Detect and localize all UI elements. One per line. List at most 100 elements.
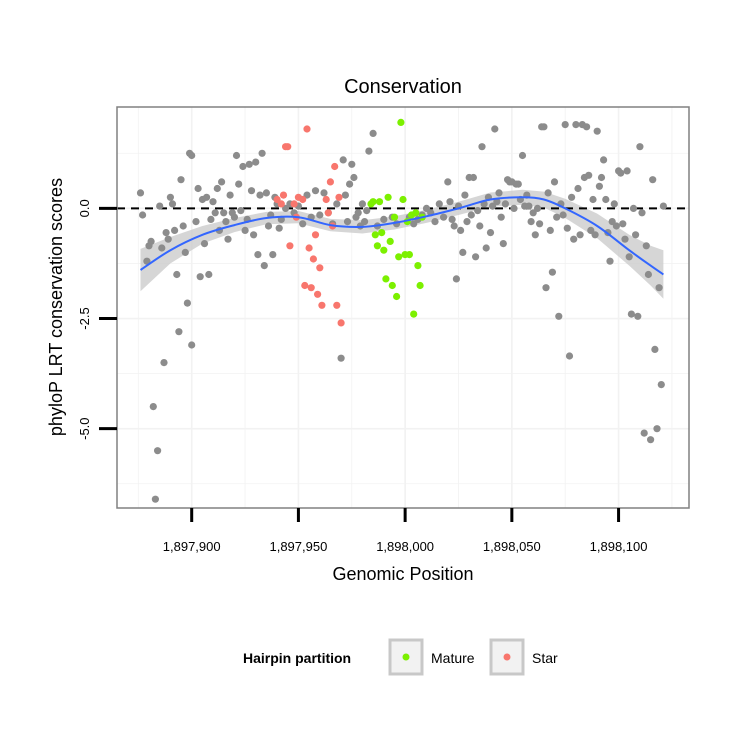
point-other <box>621 235 629 243</box>
point-other <box>574 184 582 193</box>
point-other <box>158 244 166 252</box>
point-star <box>303 125 311 133</box>
point-other <box>497 213 505 221</box>
point-other <box>467 211 475 219</box>
point-other <box>245 160 253 168</box>
point-other <box>536 220 544 228</box>
point-other <box>619 220 627 228</box>
chart-title: Conservation <box>344 76 462 98</box>
point-other <box>168 200 177 208</box>
legend-label-star: Star <box>532 650 558 666</box>
point-other <box>544 189 552 197</box>
point-other <box>600 156 608 164</box>
point-other <box>369 129 377 137</box>
point-other <box>448 215 456 223</box>
x-tick-label: 1,897,900 <box>163 539 221 554</box>
point-other <box>623 167 631 175</box>
point-star <box>314 290 322 298</box>
point-other <box>638 209 646 217</box>
point-mature <box>399 195 407 204</box>
point-other <box>559 211 567 219</box>
point-other <box>472 253 480 261</box>
point-other <box>226 191 234 199</box>
point-other <box>211 209 219 217</box>
point-other <box>617 169 625 177</box>
point-other <box>474 207 482 215</box>
x-tick-label: 1,898,100 <box>590 539 648 554</box>
point-other <box>339 156 347 164</box>
point-other <box>177 176 185 184</box>
point-other <box>550 178 559 186</box>
point-other <box>606 257 614 265</box>
point-other <box>593 127 601 135</box>
point-other <box>222 218 230 226</box>
point-other <box>252 158 260 166</box>
point-other <box>166 193 174 201</box>
point-other <box>457 226 465 234</box>
point-other <box>264 222 273 230</box>
point-other <box>518 151 527 160</box>
point-other <box>343 218 352 226</box>
point-other <box>659 202 668 210</box>
point-other <box>602 195 610 204</box>
plot-panel <box>116 106 690 509</box>
point-mature <box>410 310 418 318</box>
point-other <box>572 121 580 129</box>
legend-key-star <box>489 638 525 676</box>
point-other <box>568 193 576 201</box>
point-other <box>218 178 226 186</box>
point-other <box>230 213 238 221</box>
point-other <box>196 273 204 281</box>
point-mature <box>405 251 413 259</box>
point-other <box>139 211 147 219</box>
point-other <box>175 328 183 336</box>
point-other <box>576 231 584 239</box>
point-other <box>224 235 232 243</box>
point-mature <box>416 281 424 290</box>
point-star <box>326 178 334 186</box>
point-star <box>331 162 339 171</box>
point-other <box>162 229 170 237</box>
point-star <box>322 195 330 204</box>
point-mature <box>380 246 388 254</box>
point-other <box>183 299 191 307</box>
point-other <box>627 310 636 318</box>
point-star <box>290 200 298 208</box>
point-other <box>459 248 467 256</box>
point-other <box>625 253 633 261</box>
point-other <box>493 198 501 206</box>
point-other <box>548 268 557 276</box>
point-mature <box>384 193 392 201</box>
panel-border <box>116 106 690 509</box>
point-other <box>514 180 522 188</box>
point-mature <box>375 198 384 206</box>
point-other <box>527 218 535 226</box>
point-other <box>363 207 371 215</box>
y-tick-label: 0.0 <box>77 199 92 217</box>
point-other <box>540 123 548 131</box>
point-mature <box>414 262 422 270</box>
point-star <box>305 244 313 252</box>
point-other <box>595 182 604 190</box>
point-other <box>649 176 657 184</box>
point-other <box>348 160 356 168</box>
legend: Hairpin partition Mature Star <box>243 638 558 676</box>
point-other <box>179 222 187 230</box>
point-mature <box>371 231 379 239</box>
point-other <box>341 191 349 199</box>
point-other <box>444 178 452 186</box>
point-other <box>209 198 217 206</box>
point-other <box>256 191 264 199</box>
y-tick-label: -2.5 <box>77 307 92 329</box>
legend-label-mature: Mature <box>431 650 475 666</box>
point-other <box>491 125 499 133</box>
point-other <box>203 193 211 201</box>
point-mature <box>378 229 386 237</box>
point-other <box>241 226 249 234</box>
point-mature <box>373 242 381 250</box>
point-other <box>337 354 345 362</box>
point-other <box>612 222 621 230</box>
smooth-line <box>139 196 664 276</box>
point-other <box>350 173 358 182</box>
